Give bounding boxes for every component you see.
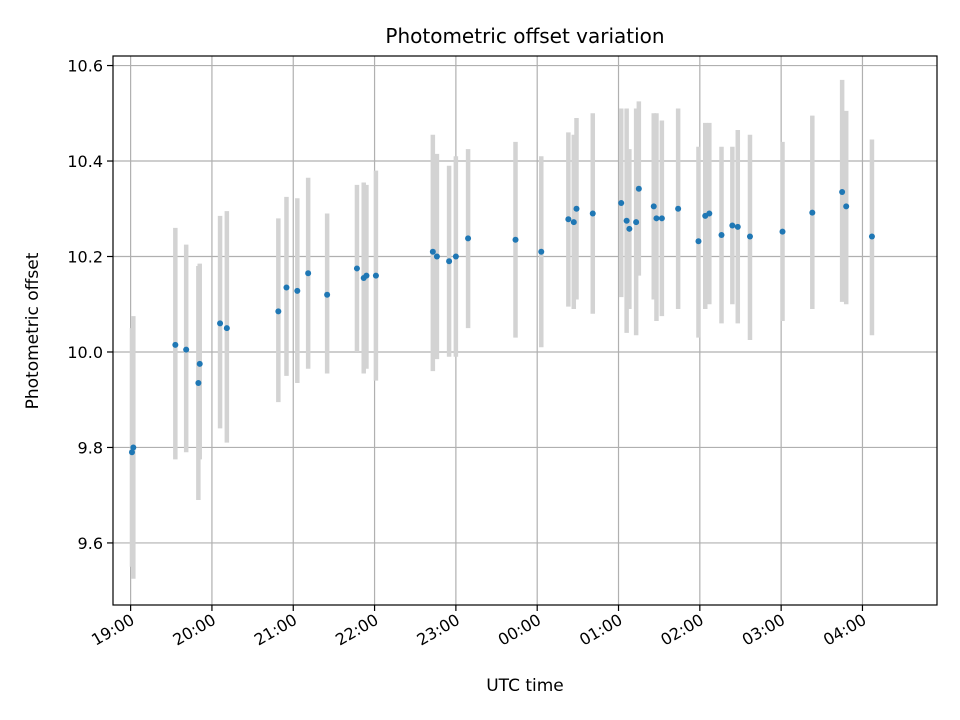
data-point (372, 272, 379, 279)
data-point (195, 380, 202, 387)
data-point (294, 287, 301, 294)
data-point (779, 228, 786, 235)
data-point (809, 209, 816, 216)
data-point (635, 185, 642, 192)
data-point (843, 203, 850, 210)
data-point (746, 233, 753, 240)
data-point (465, 235, 472, 242)
chart-title: Photometric offset variation (385, 24, 664, 48)
data-point (363, 272, 370, 279)
data-point (633, 219, 640, 226)
data-points (128, 185, 875, 456)
data-point (538, 248, 545, 255)
y-tick-label: 9.8 (78, 438, 103, 457)
data-point (618, 200, 625, 207)
x-axis-title: UTC time (486, 676, 564, 696)
data-point (217, 320, 224, 327)
data-point (283, 284, 290, 291)
data-point (446, 258, 453, 265)
data-point (353, 265, 360, 272)
data-point (183, 346, 190, 353)
data-point (196, 360, 203, 367)
data-point (734, 223, 741, 230)
data-point (706, 210, 713, 217)
data-point (589, 210, 596, 217)
data-point (324, 291, 331, 298)
y-axis-title: Photometric offset (23, 252, 43, 409)
data-point (658, 215, 665, 222)
data-point (626, 225, 633, 232)
data-point (172, 341, 179, 348)
data-point (695, 238, 702, 245)
data-point (623, 217, 630, 224)
y-axis: 9.6 9.8 10.0 10.2 10.4 10.6 (67, 57, 113, 553)
y-tick-label: 10.2 (67, 248, 103, 267)
data-point (223, 325, 230, 332)
data-point (653, 215, 660, 222)
data-point (429, 248, 436, 255)
y-tick-label: 10.0 (67, 343, 103, 362)
data-point (675, 205, 682, 212)
plot-frame (112, 55, 938, 606)
y-tick-label: 9.6 (78, 534, 103, 553)
data-point (275, 308, 282, 315)
data-point (573, 205, 580, 212)
data-point (305, 270, 312, 277)
y-tick-label: 10.6 (67, 57, 103, 76)
data-point (565, 216, 572, 223)
data-point (868, 233, 875, 240)
data-point (570, 219, 577, 226)
data-point (650, 203, 657, 210)
data-point (839, 189, 846, 196)
data-point (452, 253, 459, 260)
data-point (729, 222, 736, 229)
y-tick-label: 10.4 (67, 152, 103, 171)
data-point (433, 253, 440, 260)
data-point (128, 449, 135, 456)
data-point (718, 232, 725, 239)
data-point (130, 444, 137, 451)
data-point (512, 236, 519, 243)
